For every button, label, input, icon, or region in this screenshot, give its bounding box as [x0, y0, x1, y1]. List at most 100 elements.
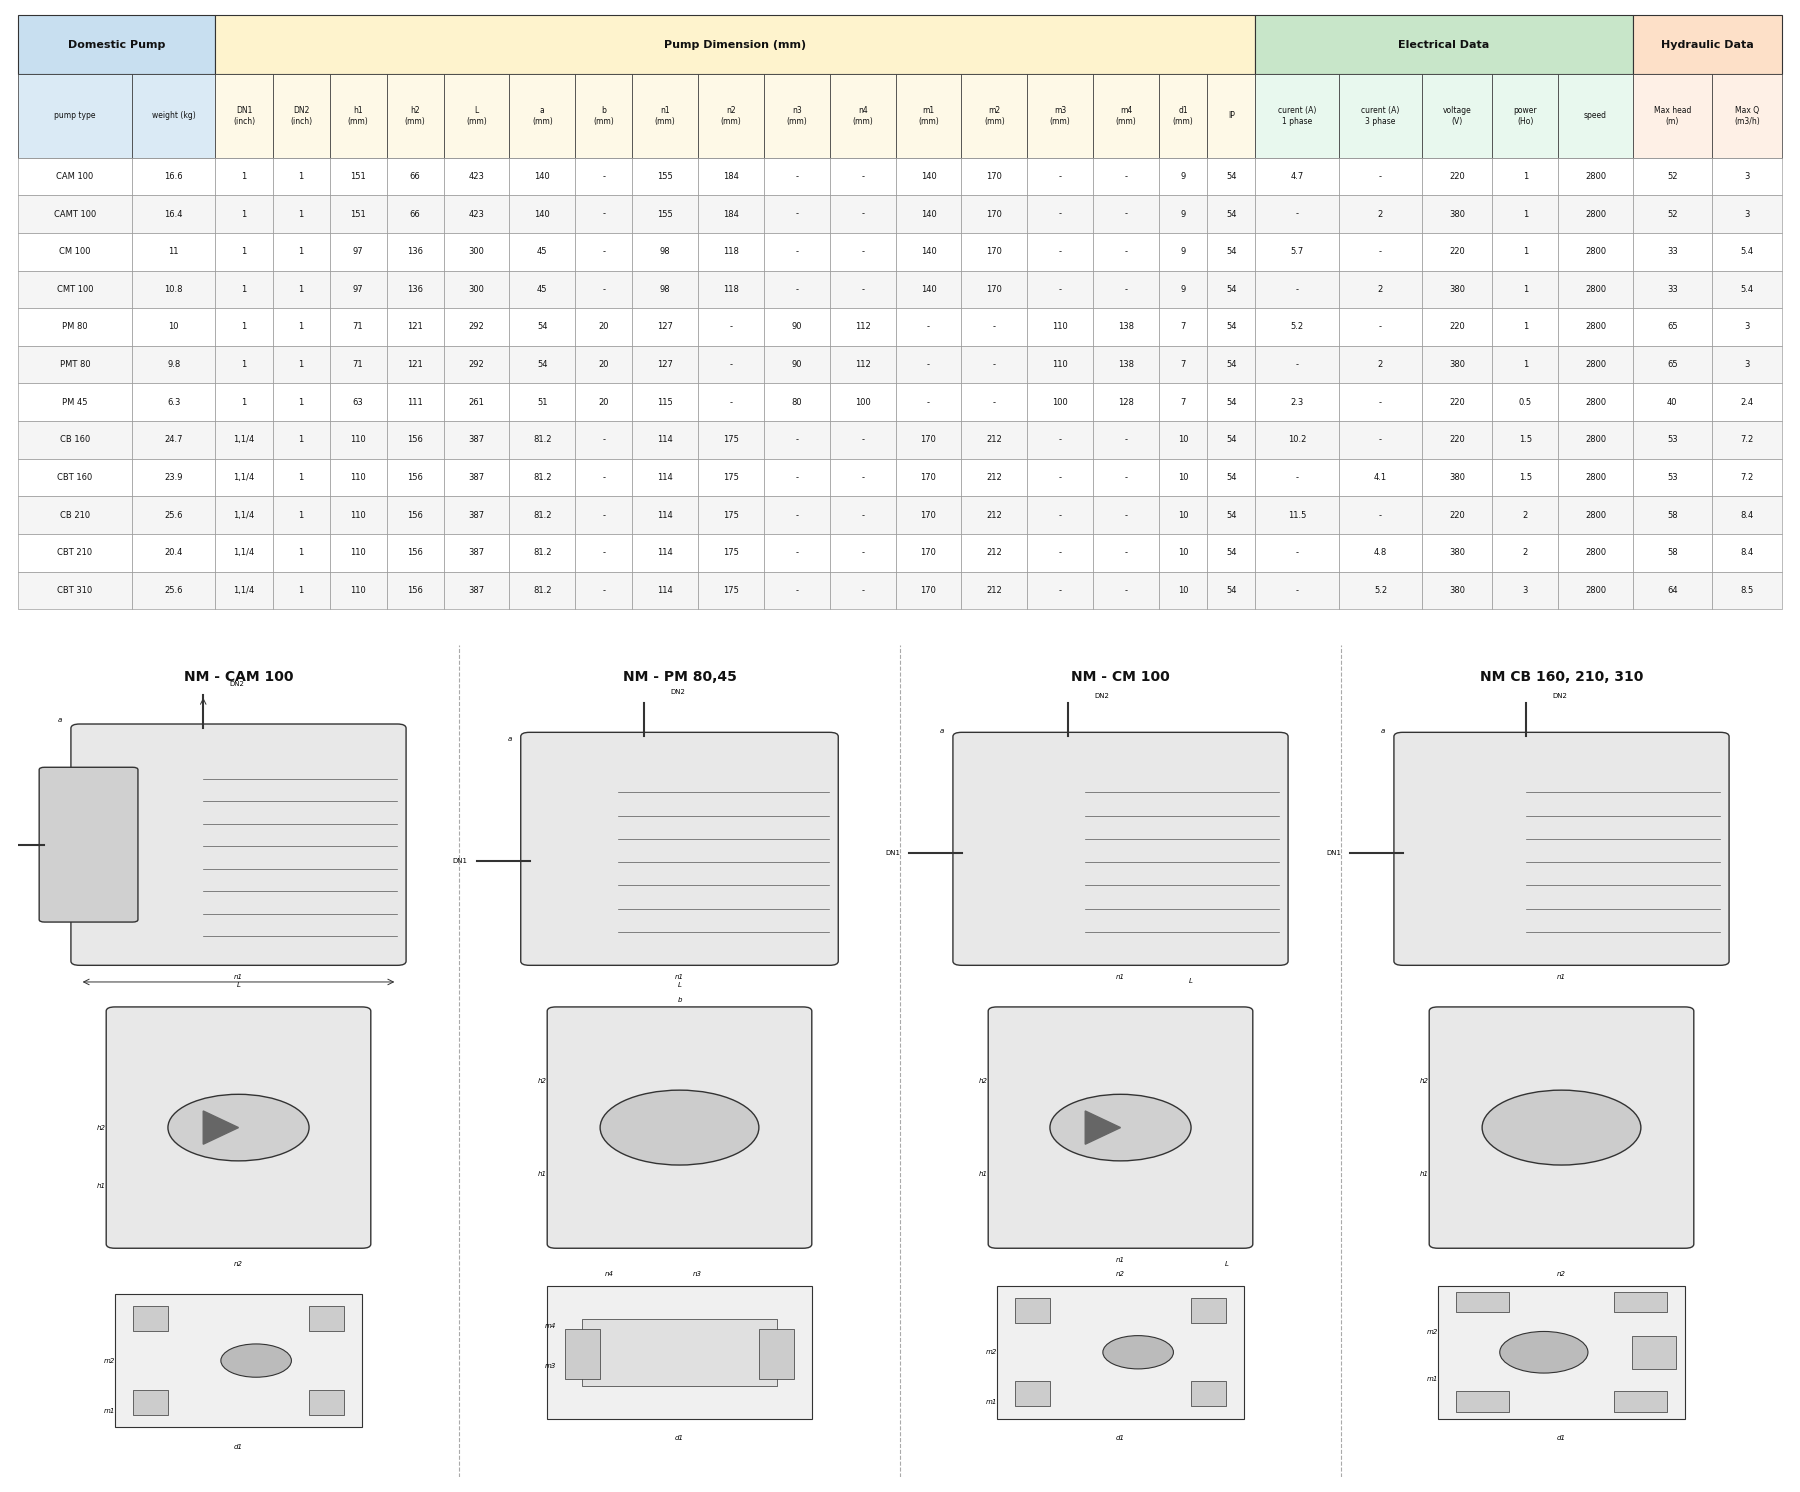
- Bar: [961, 421, 1028, 458]
- Bar: [1159, 497, 1208, 534]
- Bar: [576, 346, 632, 383]
- FancyBboxPatch shape: [106, 1007, 371, 1249]
- Bar: [698, 158, 763, 195]
- Text: CM 100: CM 100: [59, 248, 90, 257]
- Bar: [216, 383, 272, 421]
- Text: NM - PM 80,45: NM - PM 80,45: [623, 670, 736, 683]
- Bar: [632, 571, 698, 609]
- Bar: [18, 309, 131, 346]
- Text: 20.4: 20.4: [164, 549, 184, 558]
- Bar: [1559, 458, 1633, 497]
- Text: -: -: [860, 436, 864, 445]
- Text: 175: 175: [724, 436, 740, 445]
- Bar: [1492, 497, 1559, 534]
- Text: -: -: [1379, 322, 1382, 331]
- Text: 16.4: 16.4: [164, 209, 184, 218]
- Circle shape: [1049, 1094, 1192, 1161]
- Bar: [1093, 195, 1159, 233]
- Text: 387: 387: [468, 473, 484, 482]
- Text: NM - CAM 100: NM - CAM 100: [184, 670, 293, 683]
- Bar: [131, 458, 216, 497]
- Text: m2
(mm): m2 (mm): [985, 106, 1004, 125]
- Text: 9: 9: [1181, 248, 1186, 257]
- Text: 54: 54: [1226, 549, 1237, 558]
- Bar: [1159, 346, 1208, 383]
- Bar: [1255, 421, 1339, 458]
- Text: CBT 310: CBT 310: [58, 586, 92, 595]
- Text: 20: 20: [599, 398, 608, 407]
- Text: DN1: DN1: [454, 858, 468, 864]
- Text: h1: h1: [538, 1171, 547, 1177]
- Text: 170: 170: [986, 172, 1003, 181]
- Text: 7: 7: [1181, 360, 1186, 369]
- Bar: [1028, 571, 1093, 609]
- Bar: [272, 571, 329, 609]
- Text: 7.2: 7.2: [1741, 436, 1753, 445]
- Bar: [1422, 158, 1492, 195]
- Text: -: -: [1125, 549, 1127, 558]
- Bar: [632, 346, 698, 383]
- Bar: [272, 195, 329, 233]
- Text: 10: 10: [1177, 436, 1188, 445]
- Bar: [1093, 158, 1159, 195]
- Text: 170: 170: [920, 549, 936, 558]
- Bar: [1633, 421, 1712, 458]
- Bar: [1208, 309, 1255, 346]
- Text: 140: 140: [920, 172, 936, 181]
- Text: 380: 380: [1449, 549, 1465, 558]
- Text: h2: h2: [979, 1079, 988, 1085]
- Bar: [216, 158, 272, 195]
- Bar: [1015, 1382, 1049, 1407]
- Bar: [1422, 421, 1492, 458]
- Bar: [443, 497, 509, 534]
- Text: 1: 1: [241, 285, 247, 294]
- Text: 175: 175: [724, 549, 740, 558]
- Text: h1
(mm): h1 (mm): [347, 106, 369, 125]
- Bar: [1255, 534, 1339, 571]
- Text: -: -: [1296, 549, 1298, 558]
- Bar: [961, 195, 1028, 233]
- Text: 170: 170: [920, 473, 936, 482]
- Bar: [576, 270, 632, 309]
- Text: d1: d1: [1116, 1435, 1125, 1441]
- Text: a
(mm): a (mm): [533, 106, 553, 125]
- Circle shape: [1499, 1331, 1588, 1373]
- Bar: [698, 421, 763, 458]
- Bar: [576, 75, 632, 158]
- FancyBboxPatch shape: [988, 1007, 1253, 1249]
- Bar: [131, 534, 216, 571]
- Text: 1: 1: [299, 510, 304, 519]
- Text: n3: n3: [693, 1271, 702, 1277]
- Bar: [1422, 383, 1492, 421]
- Text: 10.8: 10.8: [164, 285, 184, 294]
- Bar: [1159, 270, 1208, 309]
- Bar: [830, 309, 896, 346]
- Bar: [387, 270, 443, 309]
- Text: 81.2: 81.2: [533, 473, 551, 482]
- Text: 2800: 2800: [1586, 285, 1606, 294]
- Text: 3: 3: [1744, 172, 1750, 181]
- Bar: [763, 497, 830, 534]
- Text: 81.2: 81.2: [533, 510, 551, 519]
- Bar: [216, 75, 272, 158]
- Bar: [1339, 383, 1422, 421]
- Bar: [216, 571, 272, 609]
- Bar: [216, 195, 272, 233]
- Text: 140: 140: [920, 285, 936, 294]
- Bar: [1208, 270, 1255, 309]
- Text: 155: 155: [657, 172, 673, 181]
- Text: 8.5: 8.5: [1741, 586, 1753, 595]
- Bar: [1028, 195, 1093, 233]
- Bar: [896, 270, 961, 309]
- Text: 4.8: 4.8: [1373, 549, 1388, 558]
- Bar: [509, 534, 576, 571]
- Bar: [896, 534, 961, 571]
- Bar: [18, 346, 131, 383]
- Text: curent (A)
1 phase: curent (A) 1 phase: [1278, 106, 1316, 125]
- Bar: [272, 346, 329, 383]
- Text: 212: 212: [986, 586, 1003, 595]
- Text: 5.7: 5.7: [1291, 248, 1303, 257]
- Bar: [1015, 1298, 1049, 1323]
- Text: 9.8: 9.8: [167, 360, 180, 369]
- Text: -: -: [796, 586, 799, 595]
